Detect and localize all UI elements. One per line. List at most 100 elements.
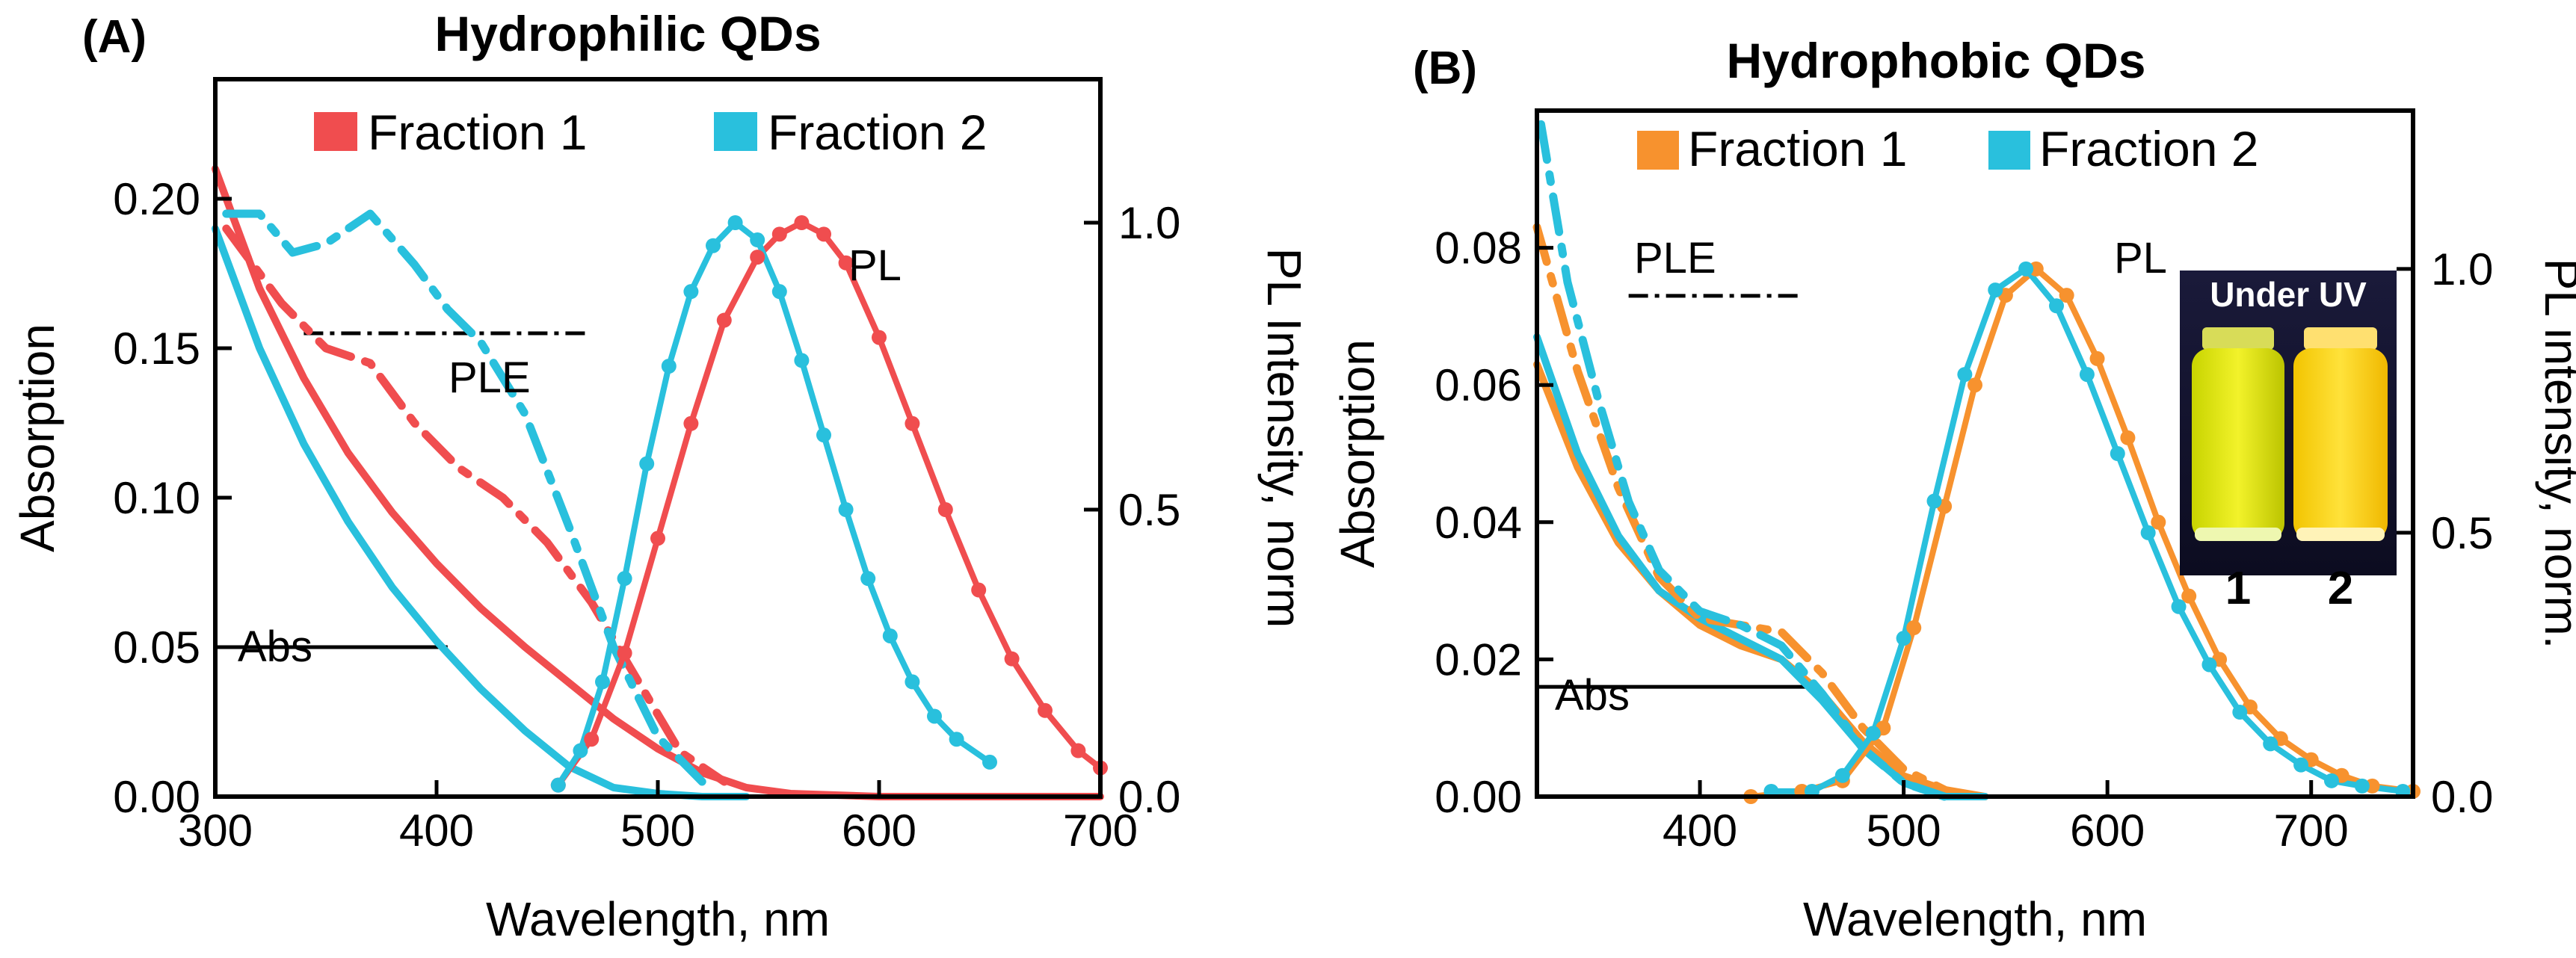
y2-tick-label: 0.0 (1118, 772, 1180, 822)
data-point (771, 284, 787, 300)
y-tick-label: 0.15 (113, 324, 200, 374)
panel-b: (B) Hydrophobic QDs 400 500 600 7000.000.02… (1331, 33, 2576, 946)
vial-body (2192, 348, 2284, 541)
data-point (2079, 367, 2095, 383)
series-layer (212, 165, 1104, 800)
data-point (882, 628, 898, 643)
series-fraction-2-abs (1533, 333, 1989, 800)
data-point (771, 226, 787, 242)
legend: Fraction 1 Fraction 2 (1637, 121, 2258, 176)
y-tick-label: 0.05 (113, 622, 200, 673)
legend-swatch (314, 112, 357, 151)
data-point (816, 226, 831, 242)
marker-layer (550, 215, 1108, 793)
data-point (2049, 298, 2065, 314)
legend: Fraction 1 Fraction 2 (314, 105, 987, 160)
x-tick-label: 500 (620, 806, 695, 856)
y2-tick-label: 0.5 (2431, 508, 2493, 558)
panel-label: (B) (1413, 43, 1477, 94)
ple-annotation: PLE (1634, 234, 1716, 282)
x-tick-label: 700 (1063, 806, 1138, 856)
x-tick-label: 600 (842, 806, 916, 856)
legend-swatch (714, 112, 757, 151)
data-point (2232, 705, 2248, 720)
tick-layer: 300 400 500 600 700 0.00 0.05 0.10 0.15 0.20 0.0 0.… (113, 174, 1180, 856)
vial-base-glow (2195, 528, 2281, 541)
data-point (573, 743, 588, 758)
data-point (794, 353, 810, 368)
data-point (1896, 631, 1911, 646)
data-point (750, 232, 765, 248)
data-point (1926, 493, 1942, 509)
data-point (706, 238, 721, 253)
inset-title: Under UV (2210, 275, 2367, 314)
data-point (794, 215, 810, 230)
x-tick-label: 300 (178, 806, 253, 856)
plot-frame (213, 77, 1103, 799)
data-point (683, 415, 699, 431)
y2-tick-label: 1.0 (2431, 244, 2493, 294)
legend-label: Fraction 1 (368, 105, 587, 160)
inset-label-2: 2 (2328, 563, 2353, 614)
data-point (872, 330, 887, 345)
data-point (2201, 657, 2217, 673)
y2-tick-label: 0.0 (2431, 772, 2493, 822)
y2-tick-label: 1.0 (1118, 198, 1180, 248)
x-tick-label: 700 (2274, 806, 2349, 856)
data-point (949, 732, 964, 747)
x-axis-label: Wavelength, nm (1803, 892, 2147, 946)
vial-body (2293, 348, 2388, 541)
x-tick-label: 600 (2070, 806, 2145, 856)
y2-axis-label: PL intensity, norm. (2535, 259, 2576, 649)
data-point (617, 571, 632, 587)
x-tick-label: 500 (1867, 806, 1941, 856)
tick-layer: 400 500 600 700 0.00 0.02 0.04 0.06 0.08 0.0 0.5 1.… (1435, 223, 2493, 856)
data-point (937, 502, 953, 517)
data-point (2089, 350, 2105, 366)
data-point (2181, 588, 2197, 604)
y-tick-label: 0.06 (1435, 360, 1522, 410)
data-point (905, 415, 920, 431)
data-point (2120, 430, 2136, 445)
x-axis-label: Wavelength, nm (486, 892, 830, 946)
ple-annotation: PLE (449, 353, 531, 402)
data-point (838, 502, 854, 517)
data-point (2323, 773, 2339, 788)
pl-annotation: PL (2114, 234, 2167, 282)
data-point (1957, 367, 1973, 383)
y-tick-label: 0.04 (1435, 498, 1522, 548)
vial-1 (2192, 327, 2284, 541)
data-point (1988, 282, 2003, 298)
data-point (727, 215, 743, 230)
x-tick-label: 400 (1663, 806, 1737, 856)
y2-tick-label: 0.5 (1118, 485, 1180, 535)
data-point (584, 732, 600, 747)
plot-frame (1535, 108, 2415, 799)
legend-swatch (1988, 131, 2030, 170)
data-point (1906, 620, 1922, 636)
data-point (860, 571, 876, 587)
data-point (838, 255, 854, 271)
pl-annotation: PL (848, 241, 902, 290)
chart-title: Hydrophilic QDs (434, 6, 821, 61)
data-point (595, 674, 610, 690)
series-fraction-1-abs (212, 165, 1104, 800)
vial-base-glow (2296, 528, 2385, 541)
x-tick-label: 400 (399, 806, 474, 856)
data-point (1004, 651, 1020, 667)
series-fraction-2-ple (222, 209, 706, 786)
data-point (927, 708, 942, 724)
uv-inset: Under UV 1 2 (2180, 271, 2397, 614)
chart-title: Hydrophobic QDs (1726, 33, 2145, 88)
legend-label: Fraction 2 (768, 105, 987, 160)
data-point (1834, 767, 1850, 783)
abs-annotation: Abs (1555, 671, 1630, 720)
data-point (1968, 377, 1982, 393)
y-tick-label: 0.02 (1435, 634, 1522, 684)
legend-label: Fraction 1 (1688, 121, 1907, 176)
data-point (683, 284, 699, 300)
data-point (716, 312, 732, 328)
abs-annotation: Abs (238, 622, 312, 671)
data-point (2171, 599, 2187, 614)
legend-swatch (1637, 131, 1679, 170)
